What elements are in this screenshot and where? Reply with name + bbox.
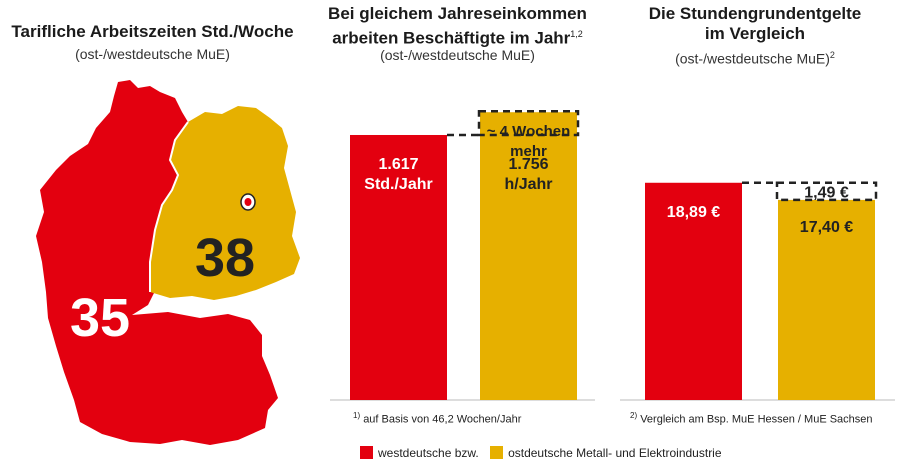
map-subtitle: (ost-/westdeutsche MuE) xyxy=(75,46,230,62)
legend-swatch-west xyxy=(360,446,373,459)
hours-extra-outline xyxy=(477,109,580,137)
wages-difference-box xyxy=(775,181,878,202)
wages-chart-subtitle: (ost-/westdeutsche MuE) xyxy=(675,50,830,67)
map-panel: Tarifliche Arbeitszeiten Std./Woche (ost… xyxy=(0,0,305,475)
hours-chart-title-line2: arbeiten Beschäftigte im Jahr xyxy=(332,28,571,48)
wages-value-label-west: 18,89 € xyxy=(667,204,720,221)
legend: westdeutsche bzw. ostdeutsche Metall- un… xyxy=(360,446,730,460)
map-east-value: 38 xyxy=(195,228,255,288)
hours-value-label-1-0: 1.756 xyxy=(508,156,548,173)
hours-value-label-0-1: Std./Jahr xyxy=(364,176,432,193)
wages-chart-title-line2: im Vergleich xyxy=(704,24,806,43)
hours-chart-panel: Bei gleichem Jahreseinkommen arbeiten Be… xyxy=(305,0,610,475)
hours-value-label-0-0: 1.617 xyxy=(378,156,418,173)
legend-item-east: ostdeutsche Metall- und Elektroindustrie xyxy=(490,446,722,460)
wages-bar-east xyxy=(778,199,875,400)
wages-chart: 18,89 € 17,40 € 1,49 € xyxy=(620,181,895,401)
map-title: Tarifliche Arbeitszeiten Std./Woche xyxy=(11,22,294,41)
hours-annotation-1: mehr xyxy=(510,143,547,160)
hours-chart-title-sup: 1,2 xyxy=(570,29,583,39)
wages-chart-title-line1: Die Stundengrundentgelte xyxy=(648,4,862,23)
wages-difference-label: 1,49 € xyxy=(804,184,849,201)
legend-label-west: westdeutsche bzw. xyxy=(378,446,479,460)
map-west-value: 35 xyxy=(70,288,130,348)
hours-chart-subtitle: (ost-/westdeutsche MuE) xyxy=(380,47,535,63)
map-west-region xyxy=(36,80,278,445)
hours-chart-title-line1: Bei gleichem Jahreseinkommen xyxy=(328,4,587,23)
hours-footnote-mark: 1) xyxy=(353,411,361,420)
hours-chart: 1.617 Std./Jahr 1.756 h/Jahr ~ 4 Wochen mehr xyxy=(330,109,595,401)
legend-swatch-east xyxy=(490,446,504,459)
hours-bar-west xyxy=(350,134,447,400)
wages-footnote-mark: 2) xyxy=(630,411,638,420)
hours-bar-east-extra xyxy=(480,112,577,135)
wages-footnote: Vergleich am Bsp. MuE Hessen / MuE Sachs… xyxy=(640,413,873,426)
hours-footnote: auf Basis von 46,2 Wochen/Jahr xyxy=(363,413,522,426)
hours-value-label-1-1: h/Jahr xyxy=(504,176,552,193)
hours-bar-east xyxy=(480,134,577,400)
legend-label-east: ostdeutsche Metall- und Elektroindustrie xyxy=(508,446,722,460)
wages-chart-panel: Die Stundengrundentgelte im Vergleich (o… xyxy=(610,0,900,475)
legend-item-west: westdeutsche bzw. xyxy=(360,446,479,460)
germany-map: 38 35 xyxy=(36,80,300,445)
hours-annotation-0: ~ 4 Wochen xyxy=(487,123,571,140)
wages-chart-subtitle-sup: 2 xyxy=(829,50,835,60)
wages-bar-west xyxy=(645,182,742,400)
map-east-region xyxy=(150,106,300,300)
wages-value-label-east: 17,40 € xyxy=(800,219,853,236)
